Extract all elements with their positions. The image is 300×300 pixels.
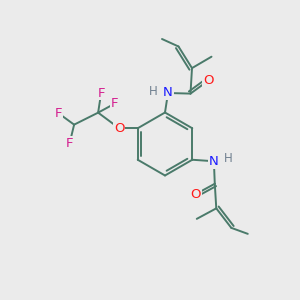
Text: O: O bbox=[114, 122, 124, 135]
Text: N: N bbox=[209, 155, 219, 168]
Text: O: O bbox=[203, 74, 214, 87]
Text: H: H bbox=[224, 152, 233, 165]
Text: H: H bbox=[149, 85, 158, 98]
Text: F: F bbox=[66, 137, 74, 150]
Text: N: N bbox=[163, 86, 173, 100]
Text: F: F bbox=[98, 87, 105, 100]
Text: F: F bbox=[111, 97, 118, 110]
Text: F: F bbox=[55, 107, 62, 120]
Text: O: O bbox=[190, 188, 201, 201]
